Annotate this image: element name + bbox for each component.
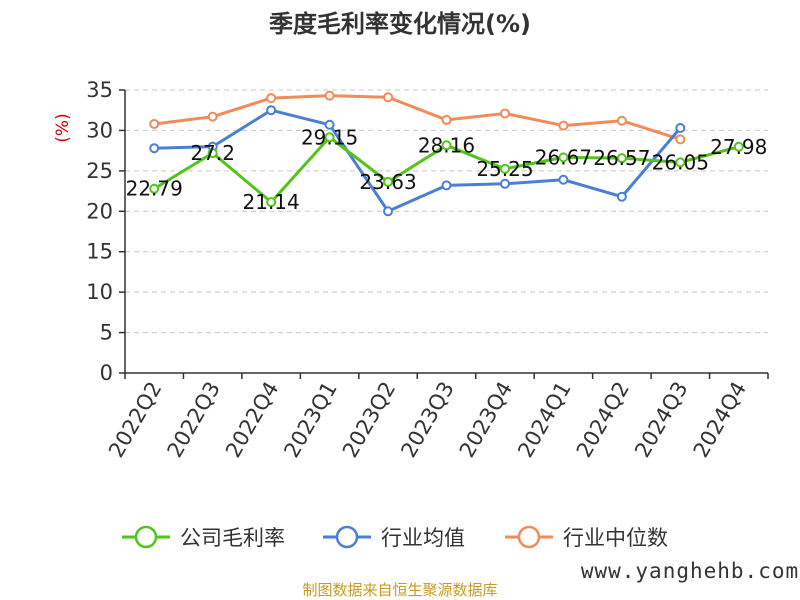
data-point xyxy=(383,206,394,217)
data-point xyxy=(149,183,160,194)
x-tick-labels: 2022Q22022Q32022Q42023Q12023Q22023Q32023… xyxy=(104,378,751,462)
y-tick-label: 25 xyxy=(86,159,113,183)
data-point xyxy=(149,143,160,154)
data-point xyxy=(499,163,510,174)
axes xyxy=(119,89,769,379)
data-point xyxy=(616,115,627,126)
x-tick-label: 2023Q1 xyxy=(279,378,341,462)
x-tick-label: 2023Q2 xyxy=(338,378,400,462)
data-label: 23.63 xyxy=(359,170,416,194)
data-point xyxy=(266,197,277,208)
grid-lines xyxy=(125,89,768,334)
data-point xyxy=(266,93,277,104)
data-point xyxy=(558,174,569,185)
data-point xyxy=(324,90,335,101)
data-point xyxy=(558,120,569,131)
legend: 公司毛利率 行业均值 行业中位数 xyxy=(122,525,668,550)
data-point xyxy=(383,176,394,187)
data-point xyxy=(499,178,510,189)
x-tick-label: 2024Q1 xyxy=(513,378,575,462)
legend-label: 行业均值 xyxy=(381,526,465,550)
source-note: 制图数据来自恒生聚源数据库 xyxy=(302,581,497,599)
y-tick-labels: 0 5 10 15 20 25 30 35 xyxy=(86,78,113,385)
y-tick-label: 15 xyxy=(86,240,113,264)
data-point xyxy=(266,105,277,116)
data-label: 29.15 xyxy=(301,125,358,149)
legend-marker xyxy=(517,525,541,549)
data-label: 27.2 xyxy=(190,141,235,165)
data-point xyxy=(441,114,452,125)
legend-label: 公司毛利率 xyxy=(180,526,285,550)
data-point xyxy=(675,134,686,145)
series-lines xyxy=(149,90,744,217)
data-point xyxy=(324,119,335,130)
y-tick-label: 0 xyxy=(100,361,113,385)
watermark: www.yanghehb.com xyxy=(581,559,799,583)
data-point xyxy=(207,148,218,159)
legend-marker xyxy=(335,525,359,549)
data-point xyxy=(149,118,160,129)
chart-title: 季度毛利率变化情况(%) xyxy=(269,10,531,38)
data-label: 27.98 xyxy=(710,135,767,159)
series-line xyxy=(154,108,682,213)
data-point xyxy=(441,180,452,191)
data-point xyxy=(675,157,686,168)
y-tick-label: 5 xyxy=(100,321,113,345)
data-label: 25.25 xyxy=(476,157,533,181)
x-tick-label: 2024Q3 xyxy=(630,378,692,462)
legend-marker xyxy=(134,525,158,549)
data-point xyxy=(616,153,627,164)
x-tick-label: 2022Q4 xyxy=(221,378,283,462)
x-tick-label: 2022Q3 xyxy=(163,378,225,462)
data-label: 21.14 xyxy=(243,190,300,214)
x-tick-label: 2022Q2 xyxy=(104,378,166,462)
data-point xyxy=(733,141,744,152)
data-label: 28.16 xyxy=(418,133,475,157)
data-label: 26.05 xyxy=(652,150,709,174)
x-tick-label: 2023Q3 xyxy=(396,378,458,462)
legend-label: 行业中位数 xyxy=(563,526,668,550)
data-point xyxy=(616,191,627,202)
x-tick-label: 2024Q2 xyxy=(572,378,634,462)
x-tick-label: 2023Q4 xyxy=(455,378,517,462)
y-tick-label: 30 xyxy=(86,118,113,142)
data-point xyxy=(558,152,569,163)
data-point xyxy=(675,123,686,134)
data-label: 22.79 xyxy=(126,177,183,201)
y-tick-label: 35 xyxy=(86,78,113,102)
y-tick-label: 20 xyxy=(86,199,113,223)
data-point xyxy=(441,140,452,151)
series-line xyxy=(154,94,681,141)
data-point xyxy=(324,132,335,143)
data-point xyxy=(207,111,218,122)
data-point xyxy=(499,108,510,119)
data-point xyxy=(383,92,394,103)
data-label: 26.57 xyxy=(593,146,650,170)
y-tick-label: 10 xyxy=(86,280,113,304)
x-tick-label: 2024Q4 xyxy=(689,378,751,462)
data-label: 26.67 xyxy=(535,145,592,169)
y-axis-label: (%) xyxy=(53,113,73,142)
